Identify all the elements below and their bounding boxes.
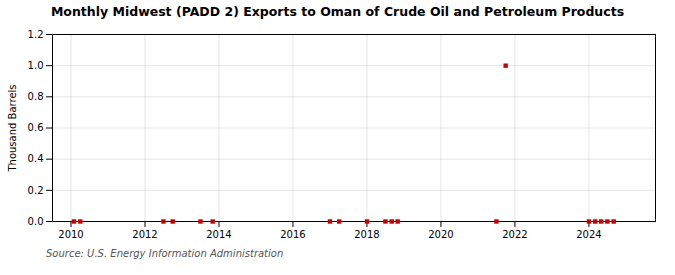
html-text:Monthly Midwest (PADD 2) Expor: Monthly Midwest (PADD 2) Exports to Oman… — [50, 4, 625, 19]
svg-text:0.6: 0.6 — [28, 122, 44, 133]
svg-text:2018: 2018 — [354, 229, 379, 240]
html-text:Source: U.S. Energy Informatio: Source: U.S. Energy Information Administ… — [46, 248, 284, 259]
svg-text:2016: 2016 — [280, 229, 305, 240]
svg-text:1.0: 1.0 — [28, 60, 44, 71]
svg-text:0.2: 0.2 — [28, 185, 44, 196]
svg-text:0.4: 0.4 — [28, 153, 44, 164]
svg-text:2012: 2012 — [132, 229, 157, 240]
svg-text:1.2: 1.2 — [28, 29, 44, 40]
svg-text:2022: 2022 — [502, 229, 527, 240]
svg-text:0.8: 0.8 — [28, 91, 44, 102]
svg-text:2010: 2010 — [58, 229, 83, 240]
svg-text:Thousand Barrels: Thousand Barrels — [7, 84, 18, 172]
svg-text:2024: 2024 — [576, 229, 601, 240]
svg-text:0.0: 0.0 — [28, 216, 44, 227]
svg-text:2014: 2014 — [206, 229, 231, 240]
svg-text:2020: 2020 — [428, 229, 453, 240]
